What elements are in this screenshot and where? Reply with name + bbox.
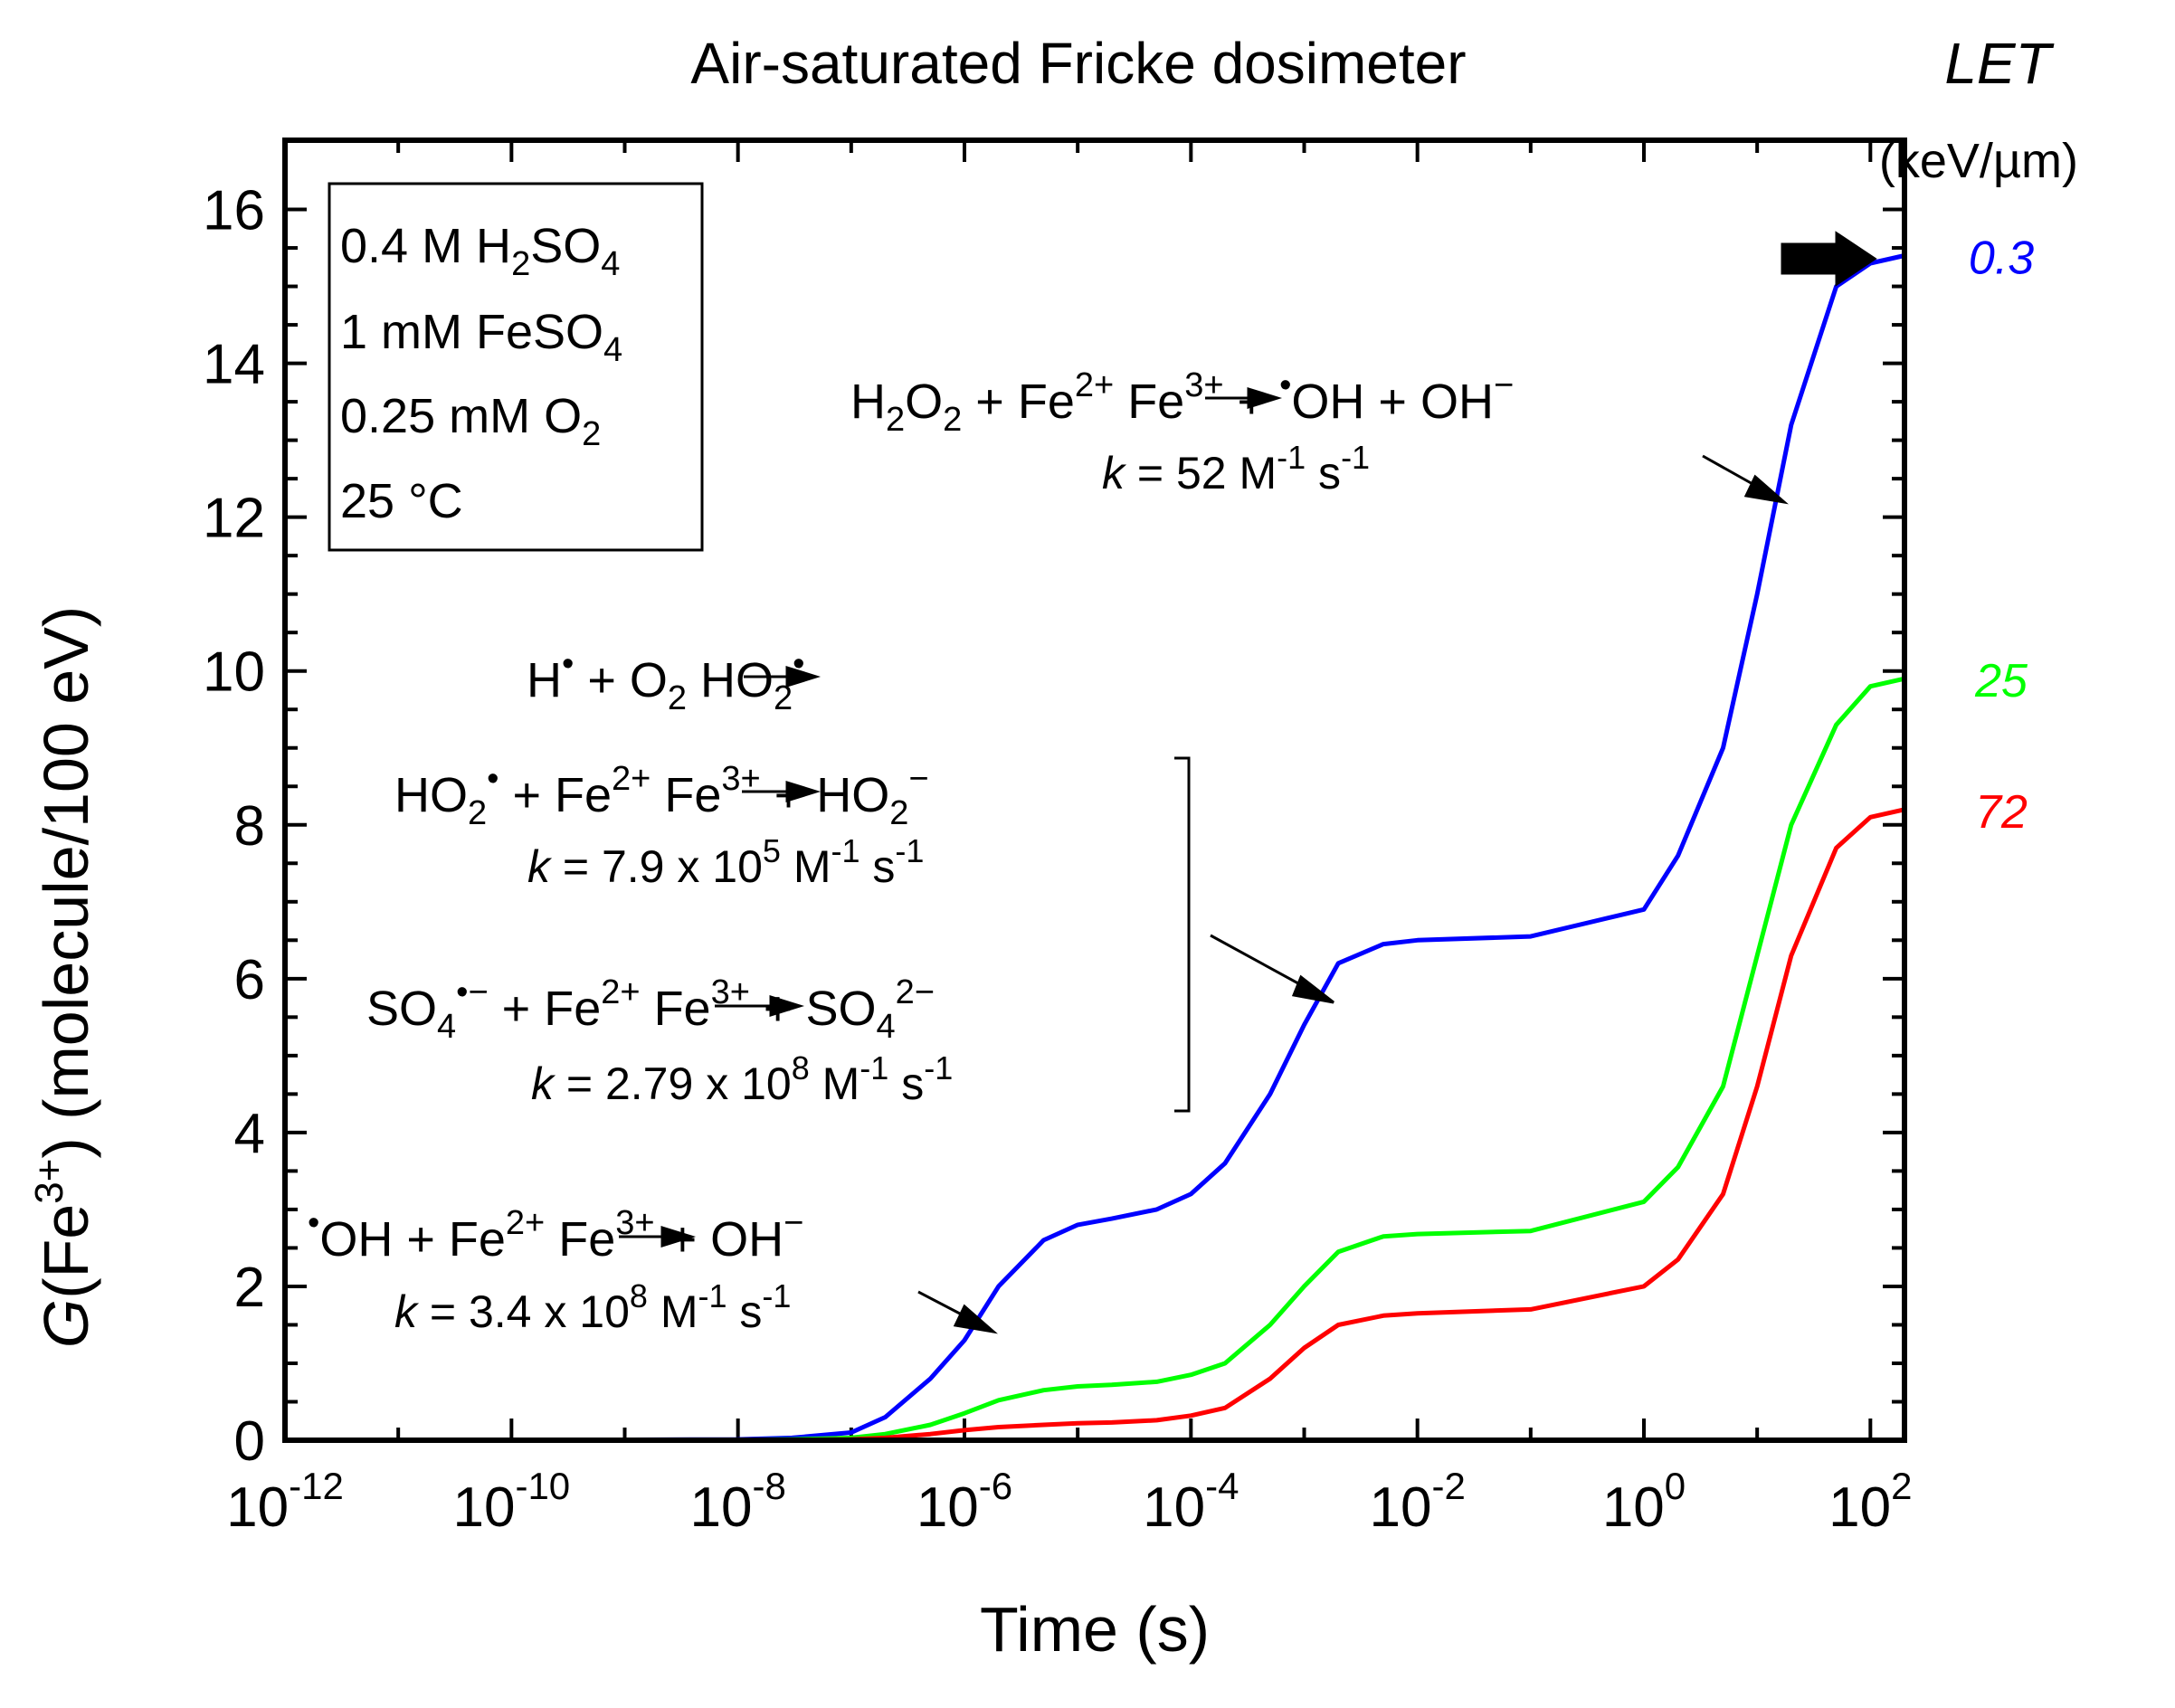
let-labels: 0.3 25 72 (1969, 232, 2034, 839)
x-tick-labels: 10-12 10-10 10-8 10-6 10-4 10-2 100 102 (226, 1465, 1912, 1539)
svg-text:(keV/µm): (keV/µm) (1879, 134, 2078, 188)
plot-frame (282, 138, 1907, 1443)
rate-constant-ho2: k = 7.9 x 105 M-1 s-1 (527, 832, 924, 892)
y-tick-label: 8 (234, 795, 265, 858)
x-tick-label: 10-2 (1369, 1465, 1465, 1539)
condition-feso4: 1 mM FeSO4 (340, 305, 622, 369)
y-axis-label: G(Fe3+) (molecule/100 eV) (27, 606, 101, 1348)
y-tick-label: 12 (203, 488, 265, 550)
condition-h2so4: 0.4 M H2SO4 (340, 219, 620, 283)
reaction-ho2: HO2• + Fe2+ Fe3+ + HO2− (394, 760, 929, 832)
y-tick-label: 6 (234, 949, 265, 1011)
rate-constant-oh: k = 3.4 x 108 M-1 s-1 (394, 1277, 791, 1337)
let-label: 25 (1974, 655, 2028, 707)
condition-temperature: 25 °C (340, 474, 463, 528)
right-axis-title: LET (keV/µm) (1879, 31, 2078, 188)
rate-constant-so4: k = 2.79 x 108 M-1 s-1 (531, 1049, 953, 1109)
series-line-0-3 (282, 253, 1907, 1443)
y-tick-label: 0 (234, 1410, 265, 1473)
pointer-arrows (917, 231, 1877, 1334)
x-tick-label: 10-10 (452, 1465, 570, 1539)
svg-text:LET: LET (1944, 31, 2054, 96)
x-tick-label: 10-4 (1143, 1465, 1239, 1539)
y-tick-labels: 0 2 4 6 8 10 12 14 16 (203, 180, 265, 1473)
reaction-h-o2: H• + O2 HO2• (527, 645, 804, 717)
y-tick-label: 16 (203, 180, 265, 242)
x-tick-label: 100 (1602, 1465, 1686, 1539)
series-line-25 (282, 676, 1907, 1443)
reaction-oh: •OH + Fe2+ Fe3+ + OH− (308, 1204, 803, 1267)
x-tick-label: 10-8 (689, 1465, 785, 1539)
series-line-72 (282, 807, 1907, 1443)
let-label: 72 (1975, 786, 2028, 839)
svg-text:G(Fe3+) (molecule/100 eV): G(Fe3+) (molecule/100 eV) (27, 606, 101, 1348)
rate-constant-h2o2: k = 52 M-1 s-1 (1102, 439, 1370, 498)
reaction-so4: SO4•− + Fe2+ Fe3+ + SO42− (366, 973, 935, 1046)
y-tick-label: 14 (203, 334, 265, 396)
chart-title: Air-saturated Fricke dosimeter (690, 31, 1466, 96)
x-tick-label: 10-6 (917, 1465, 1012, 1539)
svg-text:Time (s): Time (s) (980, 1594, 1210, 1665)
x-axis-label: Time (s) (980, 1594, 1210, 1665)
y-tick-label: 4 (234, 1103, 265, 1165)
conditions-box: 0.4 M H2SO4 1 mM FeSO4 0.25 mM O2 25 °C (328, 182, 704, 552)
reaction-h2o2: H2O2 + Fe2+ Fe3+ + •OH + OH− (850, 366, 1514, 439)
x-tick-label: 102 (1828, 1465, 1912, 1539)
reaction-arrows (619, 386, 1283, 1248)
x-tick-label: 10-12 (226, 1465, 344, 1539)
bracket (1174, 756, 1191, 1113)
condition-o2: 0.25 mM O2 (340, 389, 601, 453)
y-tick-label: 10 (203, 641, 265, 704)
y-tick-label: 2 (234, 1257, 265, 1319)
let-label: 0.3 (1969, 232, 2034, 285)
